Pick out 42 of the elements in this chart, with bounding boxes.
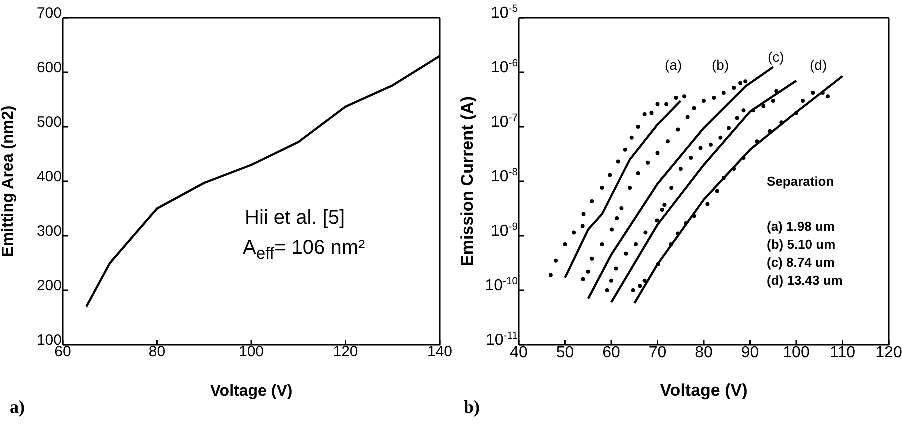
annotation: Separation (767, 174, 834, 189)
x-tick-label: 80 (148, 344, 166, 361)
annotation: (c) (768, 49, 784, 65)
annotation: (c) 8.74 um (767, 255, 835, 270)
x-axis-title: Voltage (V) (660, 381, 748, 400)
y-axis-title: Emission Current (A) (458, 96, 477, 267)
y-tick-label: 10$^{-7}$ (490, 112, 518, 131)
x-tick-label: 90 (741, 344, 760, 362)
y-tick-label: 700 (36, 5, 62, 22)
annotation: A$_{eff}$= 106 nm² (243, 237, 366, 263)
annotation: (a) 1.98 um (767, 219, 835, 234)
y-tick-label: 300 (36, 223, 62, 240)
x-tick-label: 140 (427, 344, 453, 361)
x-tick-label: 100 (783, 344, 810, 362)
x-tick-label: 50 (556, 344, 574, 362)
x-axis-title: Voltage (V) (210, 383, 293, 400)
annotation: (b) (712, 57, 730, 73)
x-tick-label: 60 (602, 344, 620, 362)
x-tick-label: 40 (510, 344, 528, 362)
x-tick-label: 120 (333, 344, 358, 361)
annotation: (b) 5.10 um (767, 237, 836, 252)
y-tick-label: 200 (36, 278, 62, 294)
x-tick-label: 70 (648, 344, 667, 362)
y-tick-label: 10$^{-5}$ (490, 4, 518, 22)
y-axis-title: Emitting Area (nm2) (0, 106, 17, 258)
x-tick-label: 100 (238, 344, 264, 361)
y-tick-label: 10$^{-9}$ (490, 222, 518, 240)
text: b) (464, 397, 480, 417)
y-tick-label: 10$^{-8}$ (490, 167, 518, 186)
annotation: (d) 13.43 um (767, 273, 843, 288)
annotation: (d) (810, 57, 828, 73)
x-tick-label: 120 (876, 344, 902, 362)
x-tick-label: 110 (830, 344, 856, 362)
text: a) (10, 397, 25, 417)
y-tick-label: 600 (36, 60, 62, 76)
y-tick-label: 500 (36, 114, 62, 131)
y-tick-label: 10$^{-6}$ (490, 58, 518, 76)
y-tick-label: 10$^{-10}$ (485, 276, 518, 294)
y-tick-label: 400 (36, 168, 62, 186)
x-tick-label: 80 (695, 344, 713, 362)
annotation: Hii et al. [5] (245, 207, 346, 229)
annotation: (a) (665, 57, 682, 73)
